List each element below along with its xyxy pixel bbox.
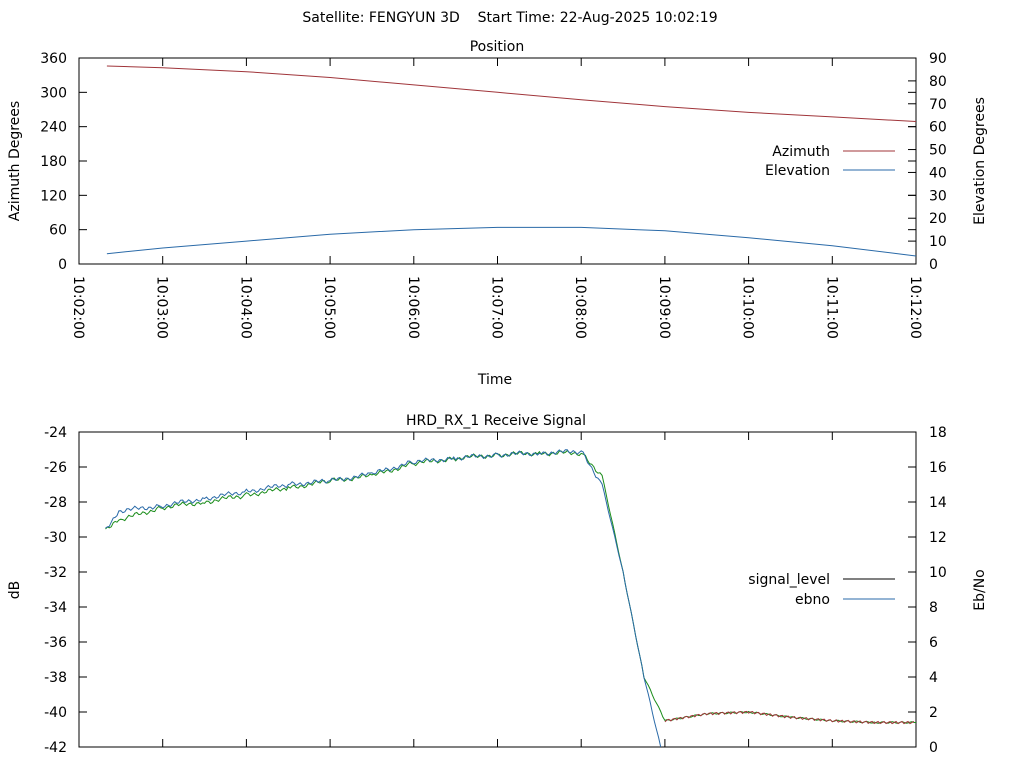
y2-tick-label: 20 <box>929 211 947 227</box>
position-y2label: Elevation Degrees <box>972 97 988 225</box>
y2-tick-label: 10 <box>929 234 947 250</box>
x-tick-label: 10:02:00 <box>70 276 86 339</box>
x-tick-label: 10:11:00 <box>823 276 839 339</box>
y-tick-label: 240 <box>40 120 67 136</box>
y-tick-label: -24 <box>44 425 67 441</box>
x-tick-label: 10:06:00 <box>405 276 421 339</box>
y2-tick-label: 40 <box>929 165 947 181</box>
x-tick-label: 10:05:00 <box>321 276 337 339</box>
signal-y-ticks: -24 -26 -28 -30 -32 -34 -36 -38 -40 -42 <box>44 425 916 756</box>
signal-legend: signal_level ebno <box>748 572 895 608</box>
y2-tick-label: 6 <box>929 635 938 651</box>
series-line-Azimuth <box>106 65 917 122</box>
position-x-ticks: 10:02:00 10:03:00 10:04:00 10:05:00 10:06:00… <box>70 58 923 339</box>
y2-tick-label: 14 <box>929 495 947 511</box>
y-tick-label: 300 <box>40 85 67 101</box>
y-tick-label: -30 <box>44 530 67 546</box>
position-legend: Azimuth Elevation <box>765 144 895 179</box>
position-chart: Position 0 60 120 180 240 300 360 0 10 20 30 40 50 6… <box>7 39 988 388</box>
y2-tick-label: 70 <box>929 97 947 113</box>
position-plot-area <box>78 57 917 265</box>
y-tick-label: 360 <box>40 51 67 67</box>
signal-ylabel: dB <box>7 581 23 600</box>
y2-tick-label: 0 <box>929 740 938 756</box>
signal-y2label: Eb/No <box>972 569 988 611</box>
y-tick-label: -38 <box>44 670 67 686</box>
x-tick-label: 10:12:00 <box>907 276 923 339</box>
y-tick-label: 120 <box>40 188 67 204</box>
x-tick-label: 10:08:00 <box>572 276 588 339</box>
y-tick-label: -26 <box>44 460 67 476</box>
y2-tick-label: 60 <box>929 120 947 136</box>
y2-tick-label: 90 <box>929 51 947 67</box>
y2-tick-label: 4 <box>929 670 938 686</box>
series-line-signal-tail <box>664 710 915 725</box>
signal-series <box>105 449 916 748</box>
y2-tick-label: 18 <box>929 425 947 441</box>
position-xlabel: Time <box>477 372 512 388</box>
x-tick-label: 10:10:00 <box>740 276 756 339</box>
x-tick-label: 10:04:00 <box>237 276 253 339</box>
x-tick-label: 10:09:00 <box>656 276 672 339</box>
y2-tick-label: 30 <box>929 188 947 204</box>
chart-header: Satellite: FENGYUN 3D Start Time: 22-Aug… <box>302 10 717 26</box>
y-tick-label: 60 <box>49 223 67 239</box>
y-tick-label: -34 <box>44 600 67 616</box>
x-tick-label: 10:03:00 <box>154 276 170 339</box>
y-tick-label: 180 <box>40 154 67 170</box>
position-y2-ticks: 0 10 20 30 40 50 60 70 80 90 <box>908 51 947 273</box>
signal-title: HRD_RX_1 Receive Signal <box>406 413 586 429</box>
signal-chart: HRD_RX_1 Receive Signal -24-26-28-30-32-… <box>7 413 988 756</box>
y-tick-label: -28 <box>44 495 67 511</box>
legend-ebno-label: ebno <box>795 592 830 608</box>
series-line-ebno <box>105 449 662 748</box>
position-ylabel: Azimuth Degrees <box>7 101 23 221</box>
y2-tick-label: 8 <box>929 600 938 616</box>
series-line-Elevation <box>106 226 917 257</box>
y-tick-label: -32 <box>44 565 67 581</box>
legend-azimuth-label: Azimuth <box>772 144 830 160</box>
y2-tick-label: 16 <box>929 460 947 476</box>
y2-tick-label: 0 <box>929 257 938 273</box>
y2-tick-label: 80 <box>929 74 947 90</box>
signal-plot-area <box>78 431 917 748</box>
y2-tick-label: 2 <box>929 705 938 721</box>
y-tick-label: -40 <box>44 705 67 721</box>
signal-y2-ticks: 18 16 14 12 10 8 6 4 2 0 <box>908 425 947 756</box>
legend-signal-level-label: signal_level <box>748 572 830 588</box>
position-series <box>106 65 917 257</box>
y-tick-label: 0 <box>58 257 67 273</box>
position-title: Position <box>470 39 525 55</box>
x-tick-label: 10:07:00 <box>489 276 505 339</box>
position-y-ticks: 0 60 120 180 240 300 360 <box>40 51 916 273</box>
signal-x-ticks <box>78 432 917 747</box>
y-tick-label: -36 <box>44 635 67 651</box>
y-tick-label: -42 <box>44 740 67 756</box>
legend-elevation-label: Elevation <box>765 163 830 179</box>
y2-tick-label: 50 <box>929 143 947 159</box>
y2-tick-label: 12 <box>929 530 947 546</box>
y2-tick-label: 10 <box>929 565 947 581</box>
